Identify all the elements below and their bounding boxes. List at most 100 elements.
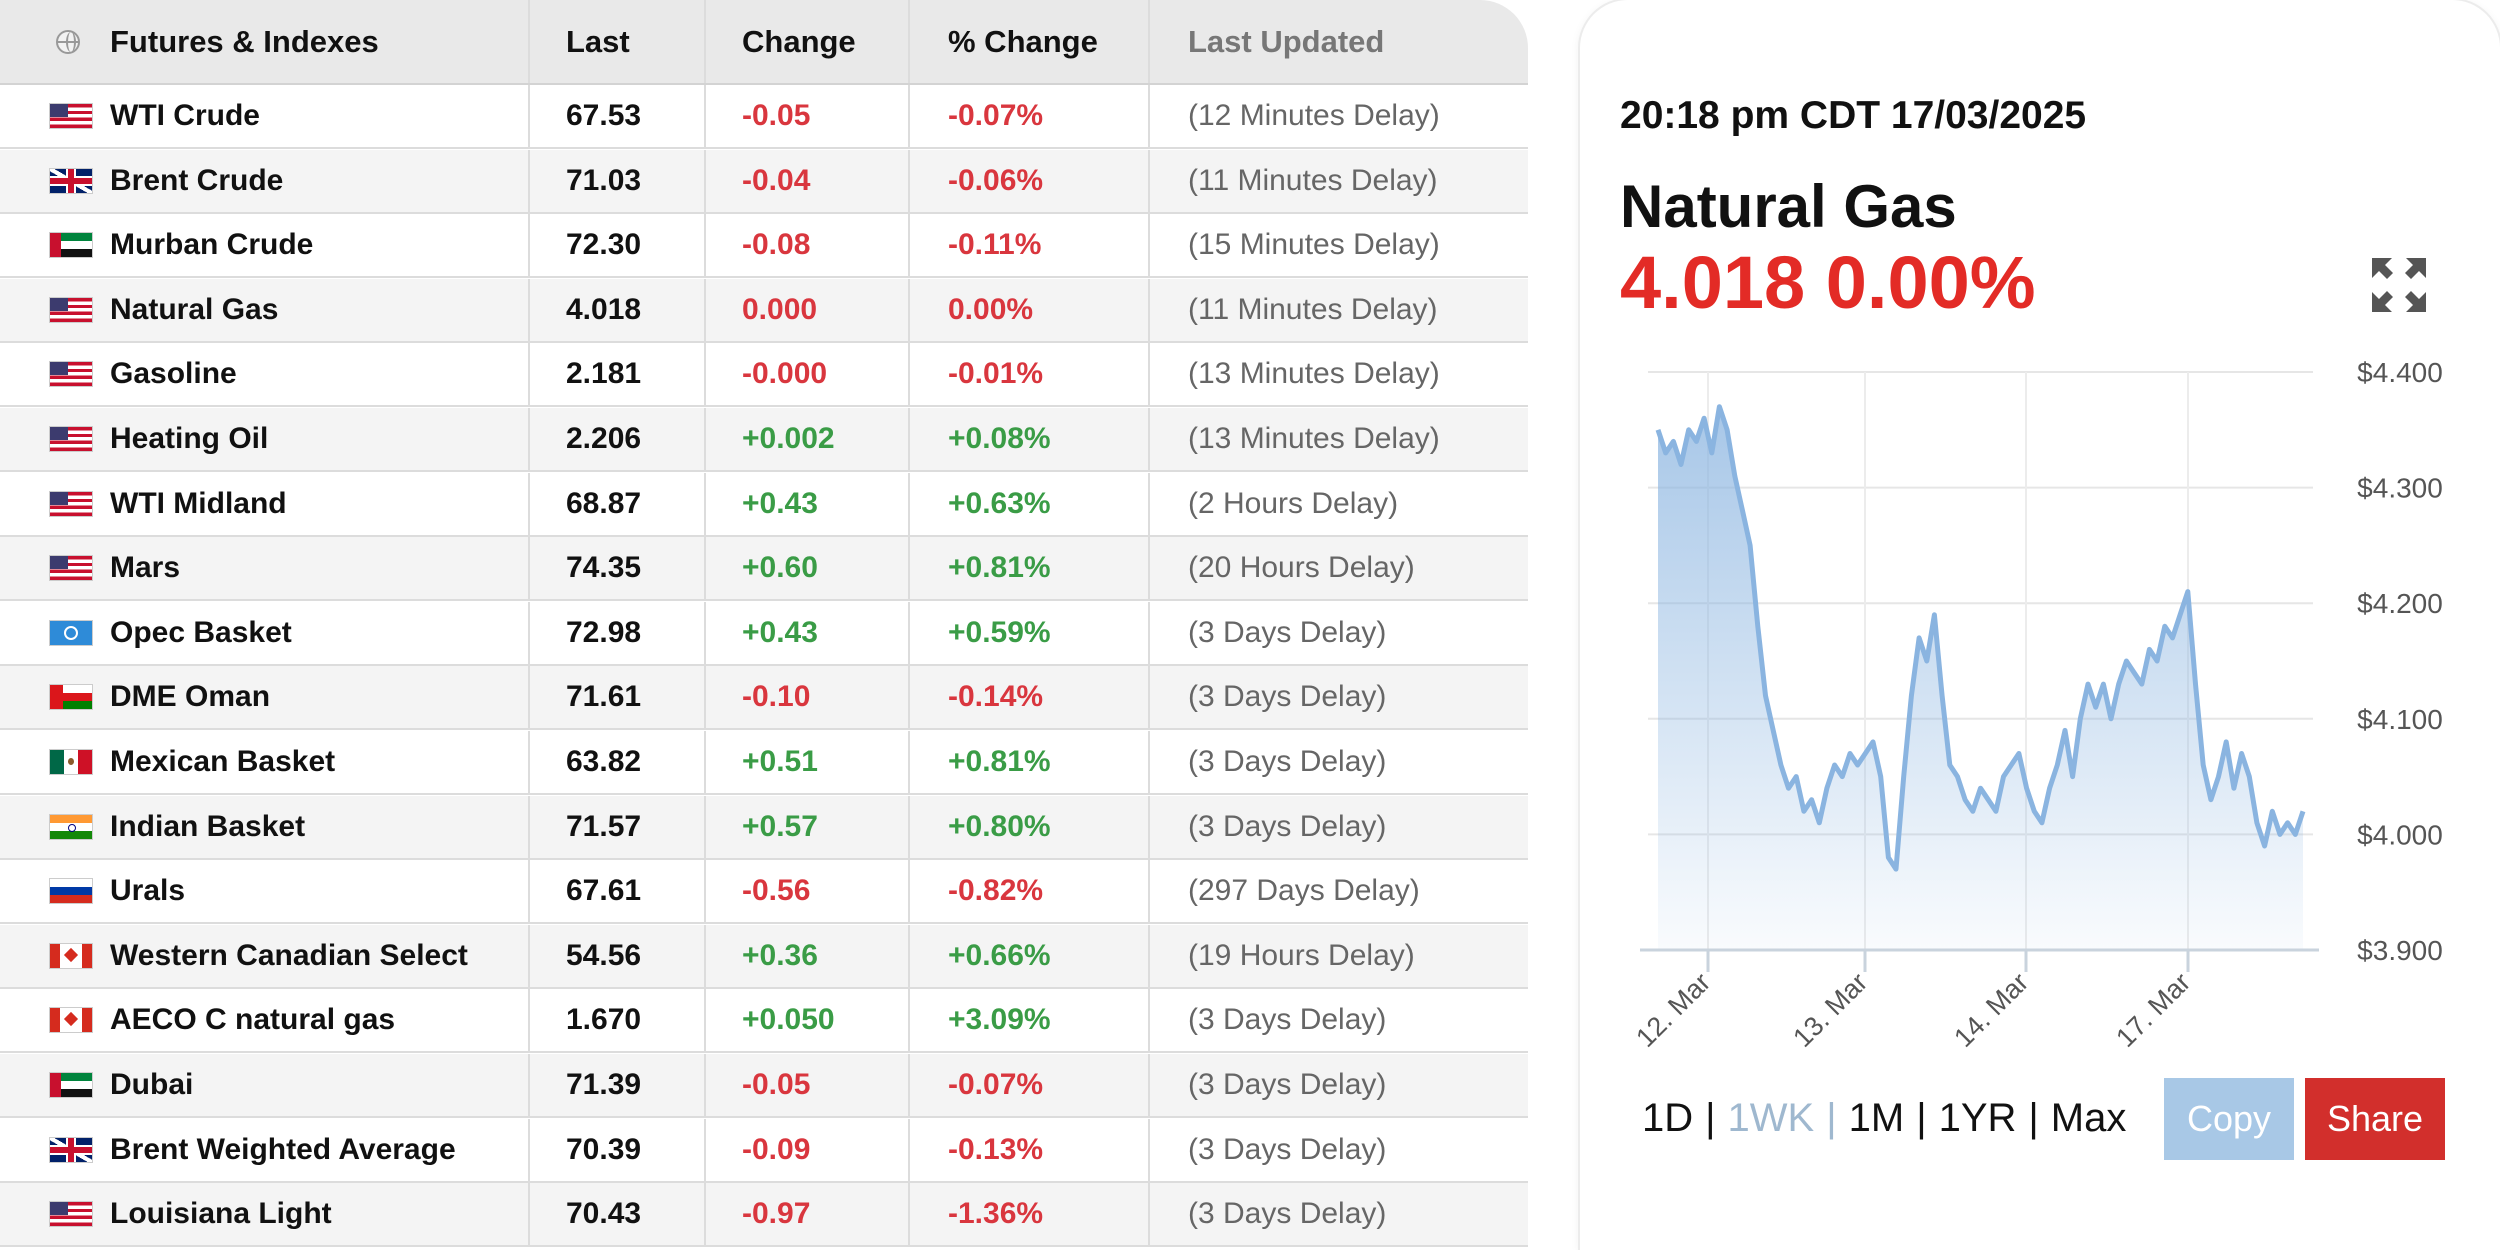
updated-cell: (13 Minutes Delay) xyxy=(1188,357,1440,391)
table-row[interactable]: Indian Basket 71.57 +0.57 +0.80% (3 Days Del… xyxy=(0,795,1528,860)
futures-table: Futures & Indexes Last Change % Change L… xyxy=(0,0,1528,1250)
change-cell: +0.51 xyxy=(706,731,910,793)
last-cell: 54.56 xyxy=(530,924,706,987)
table-row[interactable]: Heating Oil 2.206 +0.002 +0.08% (13 Minutes … xyxy=(0,408,1528,472)
instrument-link[interactable]: WTI Crude xyxy=(110,99,260,132)
share-button[interactable]: Share xyxy=(2305,1078,2445,1160)
flag-ca-icon xyxy=(50,943,92,968)
range-1yr[interactable]: 1YR xyxy=(1938,1096,2017,1140)
table-row[interactable]: Natural Gas 4.018 0.000 0.00% (11 Minutes De… xyxy=(0,278,1528,343)
last-cell: 72.98 xyxy=(530,601,706,664)
table-row[interactable]: Brent Crude 71.03 -0.04 -0.06% (11 Minutes D… xyxy=(0,149,1528,214)
updated-cell: (3 Days Delay) xyxy=(1188,1197,1387,1231)
header-last[interactable]: Last xyxy=(530,0,706,83)
last-cell: 70.43 xyxy=(530,1183,706,1246)
quote-pct: 0.00% xyxy=(1825,241,2036,324)
instrument-link[interactable]: Mexican Basket xyxy=(110,745,336,778)
instrument-link[interactable]: Murban Crude xyxy=(110,228,314,262)
change-cell: 0.000 xyxy=(706,278,910,341)
name-cell: Mexican Basket xyxy=(0,731,530,793)
updated-cell: (13 Minutes Delay) xyxy=(1188,422,1440,455)
name-cell: Gasoline xyxy=(0,343,530,406)
last-cell: 67.61 xyxy=(530,860,706,923)
instrument-link[interactable]: Opec Basket xyxy=(110,615,292,649)
table-row[interactable]: Opec Basket 72.98 +0.43 +0.59% (3 Days Delay… xyxy=(0,601,1528,666)
instrument-link[interactable]: Dubai xyxy=(110,1068,194,1101)
updated-cell: (3 Days Delay) xyxy=(1188,615,1387,649)
quote-value: 4.018 0.00% xyxy=(1620,240,2036,325)
instrument-link[interactable]: DME Oman xyxy=(110,680,271,714)
change-cell: +0.002 xyxy=(706,408,910,470)
x-tick-label: 13. Mar xyxy=(1787,967,1873,1053)
x-tick-label: 14. Mar xyxy=(1948,967,2034,1053)
instrument-link[interactable]: Western Canadian Select xyxy=(110,938,468,972)
pct-change-cell: +0.66% xyxy=(910,924,1150,987)
price-chart[interactable]: $4.400 $4.300 $4.200 $4.100 $4.000 $3.900 12. … xyxy=(1620,340,2500,1080)
table-row[interactable]: AECO C natural gas 1.670 +0.050 +3.09% (3 Da… xyxy=(0,989,1528,1054)
last-cell: 72.30 xyxy=(530,214,706,277)
last-cell: 2.181 xyxy=(530,343,706,406)
name-cell: Louisiana Light xyxy=(0,1183,530,1246)
header-change[interactable]: Change xyxy=(706,0,910,83)
table-row[interactable]: Louisiana Light 70.43 -0.97 -1.36% (3 Days D… xyxy=(0,1183,1528,1248)
change-cell: -0.000 xyxy=(706,343,910,406)
pct-change-cell: +0.81% xyxy=(910,537,1150,600)
change-cell: +0.43 xyxy=(706,472,910,535)
series-area xyxy=(1658,406,2303,950)
table-row[interactable]: Urals 67.61 -0.56 -0.82% (297 Days Delay) xyxy=(0,860,1528,925)
table-row[interactable]: Mars 74.35 +0.60 +0.81% (20 Hours Delay) xyxy=(0,537,1528,602)
name-cell: Natural Gas xyxy=(0,278,530,341)
name-cell: Indian Basket xyxy=(0,795,530,858)
pct-change-cell: -0.82% xyxy=(910,860,1150,923)
instrument-link[interactable]: Gasoline xyxy=(110,357,237,391)
name-cell: Opec Basket xyxy=(0,601,530,664)
updated-cell: (12 Minutes Delay) xyxy=(1188,99,1440,132)
flag-us-icon xyxy=(50,297,92,322)
instrument-link[interactable]: Brent Weighted Average xyxy=(110,1132,456,1166)
change-cell: -0.05 xyxy=(706,85,910,147)
table-row[interactable]: Murban Crude 72.30 -0.08 -0.11% (15 Minutes … xyxy=(0,214,1528,279)
flag-us-icon xyxy=(50,556,92,581)
table-row[interactable]: Dubai 71.39 -0.05 -0.07% (3 Days Delay) xyxy=(0,1054,1528,1118)
table-row[interactable]: WTI Crude 67.53 -0.05 -0.07% (12 Minutes Del… xyxy=(0,85,1528,149)
instrument-link[interactable]: Indian Basket xyxy=(110,809,306,843)
expand-icon[interactable] xyxy=(2370,256,2428,314)
table-row[interactable]: Western Canadian Select 54.56 +0.36 +0.66% (… xyxy=(0,924,1528,989)
copy-button[interactable]: Copy xyxy=(2164,1078,2294,1160)
change-cell: -0.09 xyxy=(706,1118,910,1181)
instrument-link[interactable]: Heating Oil xyxy=(110,422,269,455)
last-cell: 70.39 xyxy=(530,1118,706,1181)
table-row[interactable]: Mexican Basket 63.82 +0.51 +0.81% (3 Days De… xyxy=(0,731,1528,795)
table-row[interactable]: Brent Weighted Average 70.39 -0.09 -0.13% (3… xyxy=(0,1118,1528,1183)
table-row[interactable]: WTI Midland 68.87 +0.43 +0.63% (2 Hours Dela… xyxy=(0,472,1528,537)
table-row[interactable]: Gasoline 2.181 -0.000 -0.01% (13 Minutes Del… xyxy=(0,343,1528,408)
instrument-link[interactable]: Urals xyxy=(110,874,186,908)
last-cell: 67.53 xyxy=(530,85,706,147)
name-cell: WTI Midland xyxy=(0,472,530,535)
pct-change-cell: -0.06% xyxy=(910,149,1150,212)
table-row[interactable]: DME Oman 71.61 -0.10 -0.14% (3 Days Delay) xyxy=(0,666,1528,731)
change-cell: -0.05 xyxy=(706,1054,910,1116)
header-name[interactable]: Futures & Indexes xyxy=(110,23,379,59)
globe-icon xyxy=(56,29,80,54)
instrument-link[interactable]: Brent Crude xyxy=(110,163,284,197)
updated-cell: (15 Minutes Delay) xyxy=(1188,228,1440,262)
name-cell: Western Canadian Select xyxy=(0,924,530,987)
change-cell: -0.56 xyxy=(706,860,910,923)
header-last-updated[interactable]: Last Updated xyxy=(1188,23,1385,59)
range-1wk[interactable]: 1WK xyxy=(1727,1096,1815,1140)
change-cell: +0.57 xyxy=(706,795,910,858)
instrument-link[interactable]: Mars xyxy=(110,551,181,585)
flag-ca-icon xyxy=(50,1008,92,1033)
instrument-link[interactable]: WTI Midland xyxy=(110,486,287,520)
instrument-name: Natural Gas xyxy=(1620,173,1957,240)
instrument-link[interactable]: Natural Gas xyxy=(110,292,279,326)
last-cell: 71.57 xyxy=(530,795,706,858)
range-1d[interactable]: 1D xyxy=(1642,1096,1694,1140)
instrument-link[interactable]: AECO C natural gas xyxy=(110,1003,396,1037)
instrument-link[interactable]: Louisiana Light xyxy=(110,1197,332,1231)
range-max[interactable]: Max xyxy=(2050,1096,2127,1140)
range-1m[interactable]: 1M xyxy=(1848,1096,1905,1140)
name-cell: Murban Crude xyxy=(0,214,530,277)
header-pct-change[interactable]: % Change xyxy=(910,0,1150,83)
